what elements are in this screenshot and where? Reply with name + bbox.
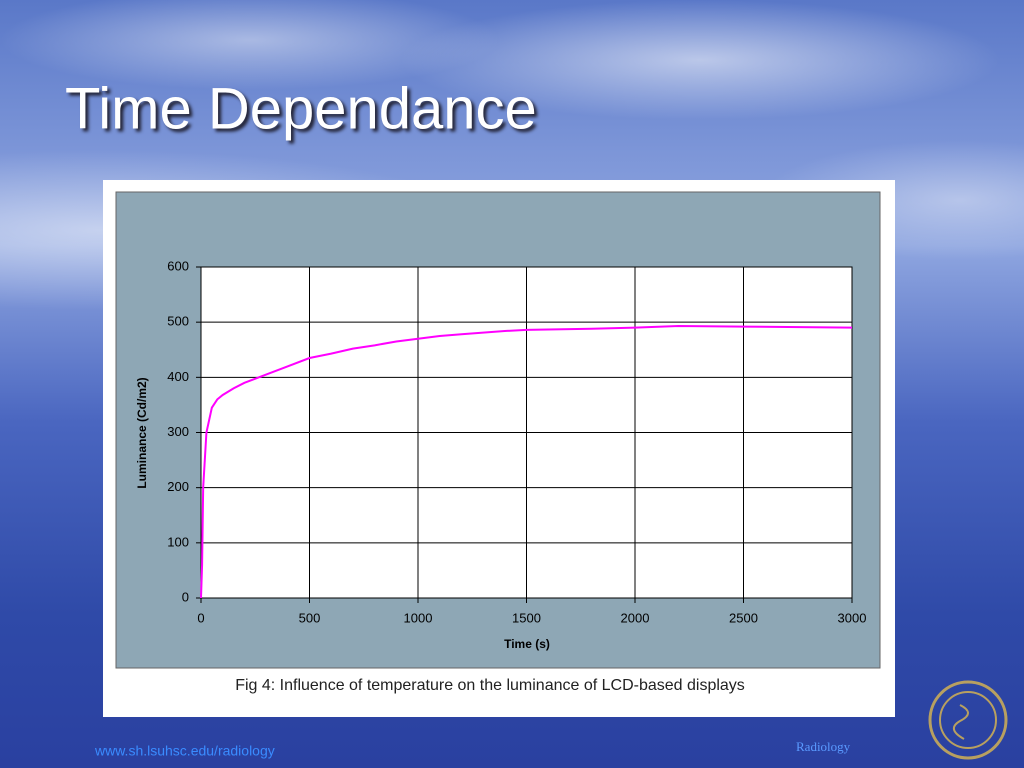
y-tick-label: 100 [167,534,189,549]
x-tick-label: 1500 [512,610,541,625]
y-tick-label: 500 [167,314,189,329]
x-axis-label: Time (s) [504,637,550,651]
slide-title: Time Dependance [65,76,537,141]
footer-url: www.sh.lsuhsc.edu/radiology [94,743,275,759]
x-tick-label: 0 [197,610,204,625]
y-tick-label: 300 [167,424,189,439]
x-tick-label: 1000 [404,610,433,625]
caption: Fig 4: Influence of temperature on the l… [235,677,745,694]
y-tick-label: 600 [167,258,189,273]
x-tick-label: 3000 [838,610,867,625]
y-tick-label: 200 [167,479,189,494]
data-line [200,325,853,599]
x-tick-label: 2000 [621,610,650,625]
x-tick-label: 2500 [729,610,758,625]
y-axis-label: Luminance (Cd/m2) [135,377,149,488]
y-tick-label: 0 [182,589,189,604]
logo [928,680,1008,760]
y-tick-label: 400 [167,369,189,384]
x-tick-label: 500 [299,610,321,625]
footer-dept: Radiology [796,739,851,754]
